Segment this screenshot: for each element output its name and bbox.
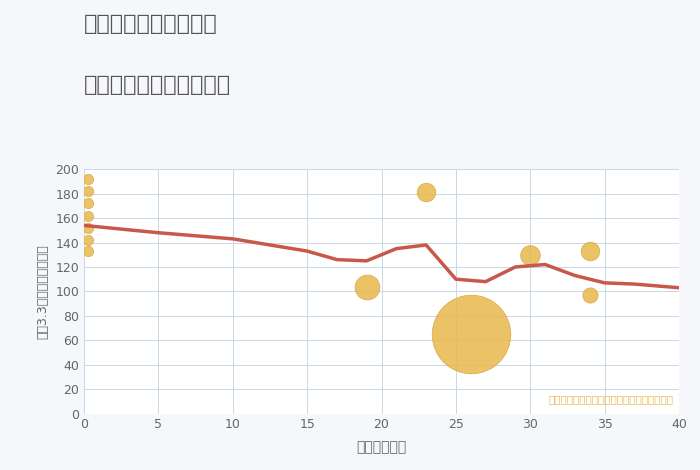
- Point: [83, 247, 94, 255]
- Point: [83, 236, 94, 244]
- Point: [584, 291, 595, 299]
- X-axis label: 築年数（年）: 築年数（年）: [356, 440, 407, 454]
- Point: [83, 224, 94, 232]
- Point: [584, 247, 595, 255]
- Point: [361, 283, 372, 290]
- Y-axis label: 坪（3.3㎡）単価（万円）: 坪（3.3㎡）単価（万円）: [36, 244, 50, 339]
- Point: [525, 251, 536, 258]
- Point: [83, 188, 94, 195]
- Point: [83, 212, 94, 219]
- Point: [421, 188, 432, 196]
- Point: [83, 175, 94, 183]
- Point: [83, 200, 94, 207]
- Text: 兵庫県西宮市川東町の: 兵庫県西宮市川東町の: [84, 14, 218, 34]
- Text: 築年数別中古戸建て価格: 築年数別中古戸建て価格: [84, 75, 231, 95]
- Text: 円の大きさは、取引のあった物件面積を示す: 円の大きさは、取引のあった物件面積を示す: [548, 394, 673, 404]
- Point: [465, 330, 476, 338]
